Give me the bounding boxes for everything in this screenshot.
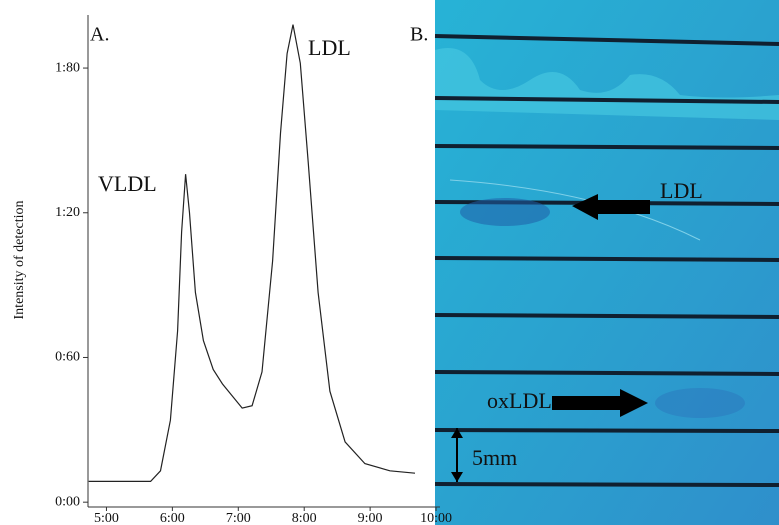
x-tick-label: 8:00 [292,511,317,525]
y-tick-label: 1:80 [55,60,80,75]
line [88,24,416,482]
peak-label: LDL [308,35,351,60]
x-tick-label: 10:00 [420,511,452,525]
panel-label: B. [410,24,428,46]
gel-label: oxLDL [487,388,552,413]
gel-label: LDL [660,178,703,203]
gel-photo [434,0,779,525]
y-axis-label: Intensity of detection [12,201,27,320]
peak-label: VLDL [98,171,157,196]
x-tick-label: 5:00 [94,511,119,525]
y-tick-label: 0:00 [55,494,80,509]
panel-label: A. [90,24,109,46]
x-tick-label: 6:00 [160,511,185,525]
gel-label: 5mm [472,445,517,470]
x-tick-label: 7:00 [226,511,251,525]
y-tick-label: 0:60 [55,350,80,365]
y-tick-label: 1:20 [55,205,80,220]
x-tick-label: 9:00 [358,511,383,525]
